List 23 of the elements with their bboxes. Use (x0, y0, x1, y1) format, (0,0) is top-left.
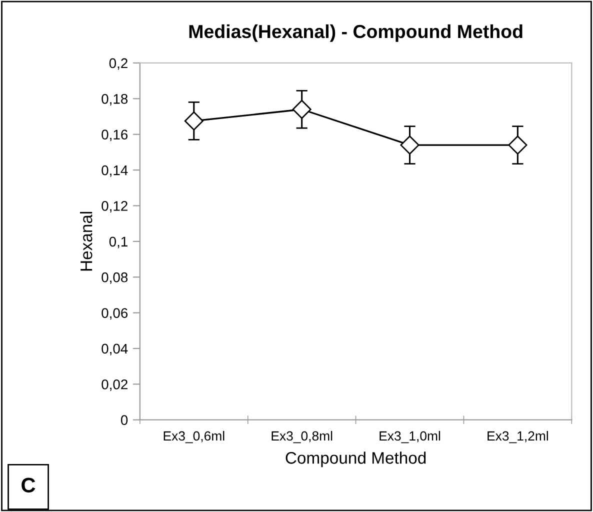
y-tick-label: 0,04 (102, 344, 128, 356)
x-tick-label: Ex3_0,6ml (164, 430, 224, 444)
y-tick-label: 0,14 (102, 165, 128, 177)
point (292, 100, 312, 119)
y-tick-label: 0 (120, 415, 128, 426)
x-axis-title: Compound Method (286, 452, 426, 468)
y-tick-label: 0,16 (102, 130, 128, 142)
y-tick-label: 0,02 (102, 379, 128, 391)
y-tick-label: 0,2 (109, 58, 128, 70)
text: C (22, 478, 36, 493)
point (508, 136, 528, 155)
point (184, 111, 204, 130)
y-tick-label: 0,12 (102, 201, 128, 213)
point (400, 136, 420, 155)
chart-title: Medias(Hexanal) - Compound Method (189, 24, 522, 42)
y-tick-label: 0,08 (102, 272, 128, 284)
y-tick-label: 0,1 (109, 236, 128, 248)
x-tick-label: Ex3_1,2ml (488, 430, 548, 444)
x-tick-label: Ex3_0,8ml (272, 430, 332, 444)
x-tick-label: Ex3_1,0ml (380, 430, 440, 444)
y-tick-label: 0,06 (102, 308, 128, 320)
y-tick-label: 0,18 (102, 94, 128, 106)
y-axis-title: Hexanal (80, 212, 92, 271)
